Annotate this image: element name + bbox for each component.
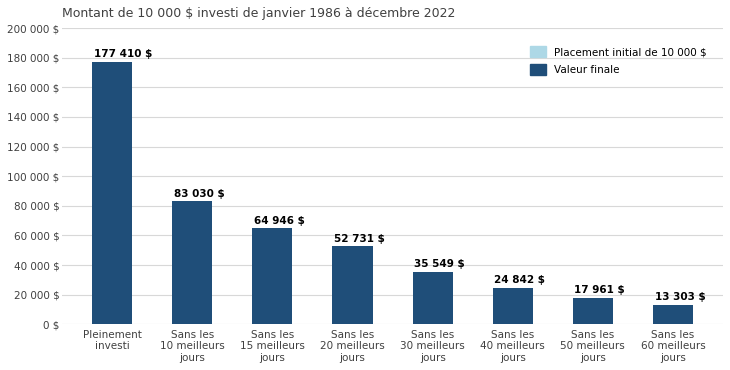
- Text: 35 549 $: 35 549 $: [414, 259, 465, 269]
- Text: 24 842 $: 24 842 $: [494, 275, 545, 285]
- Bar: [332, 246, 372, 324]
- Bar: [653, 305, 693, 324]
- Bar: [92, 61, 132, 324]
- Bar: [412, 309, 453, 324]
- Bar: [573, 298, 613, 324]
- Text: 52 731 $: 52 731 $: [334, 234, 385, 244]
- Bar: [493, 309, 533, 324]
- Bar: [172, 201, 212, 324]
- Bar: [653, 309, 693, 324]
- Text: 64 946 $: 64 946 $: [254, 216, 305, 226]
- Bar: [253, 309, 293, 324]
- Bar: [92, 309, 132, 324]
- Text: 83 030 $: 83 030 $: [174, 189, 225, 199]
- Legend: Placement initial de 10 000 $, Valeur finale: Placement initial de 10 000 $, Valeur fi…: [526, 42, 711, 80]
- Text: Montant de 10 000 $ investi de janvier 1986 à décembre 2022: Montant de 10 000 $ investi de janvier 1…: [62, 7, 456, 20]
- Bar: [253, 228, 293, 324]
- Bar: [412, 272, 453, 324]
- Bar: [172, 309, 212, 324]
- Text: 13 303 $: 13 303 $: [655, 292, 705, 302]
- Bar: [573, 309, 613, 324]
- Text: 177 410 $: 177 410 $: [93, 49, 152, 59]
- Bar: [332, 309, 372, 324]
- Bar: [493, 287, 533, 324]
- Text: 17 961 $: 17 961 $: [575, 286, 625, 296]
